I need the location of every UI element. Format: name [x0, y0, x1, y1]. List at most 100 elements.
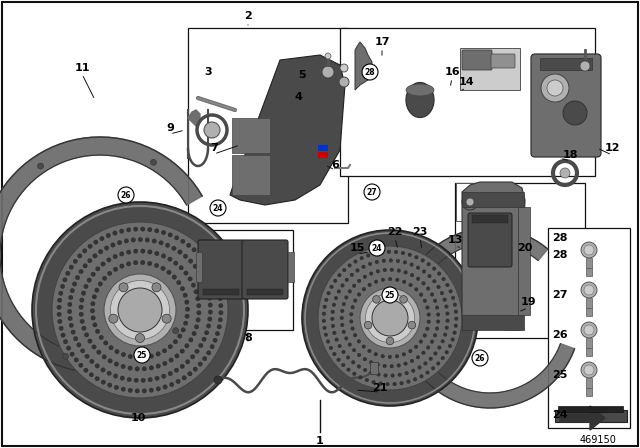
Circle shape: [95, 376, 99, 381]
Circle shape: [406, 380, 410, 383]
Circle shape: [390, 268, 394, 271]
Circle shape: [433, 267, 436, 271]
Circle shape: [207, 317, 212, 321]
Circle shape: [141, 378, 145, 383]
Circle shape: [210, 345, 214, 349]
Text: 28: 28: [365, 68, 375, 77]
Circle shape: [388, 355, 392, 359]
Circle shape: [184, 321, 188, 325]
Text: 28: 28: [552, 250, 568, 260]
Circle shape: [419, 340, 423, 343]
Circle shape: [408, 253, 412, 257]
Circle shape: [403, 280, 406, 284]
Circle shape: [214, 376, 222, 384]
Circle shape: [584, 325, 594, 335]
Circle shape: [342, 330, 346, 334]
Circle shape: [427, 320, 431, 323]
Text: 24: 24: [372, 244, 382, 253]
Circle shape: [204, 122, 220, 138]
Circle shape: [108, 359, 113, 363]
Circle shape: [340, 284, 344, 287]
Circle shape: [149, 354, 154, 358]
Circle shape: [408, 349, 412, 353]
Circle shape: [198, 362, 202, 366]
Circle shape: [373, 252, 377, 255]
FancyBboxPatch shape: [462, 50, 492, 70]
Circle shape: [335, 338, 339, 341]
Circle shape: [344, 336, 348, 340]
Bar: [247, 289, 283, 295]
Circle shape: [191, 283, 196, 287]
Circle shape: [161, 254, 166, 258]
Circle shape: [69, 323, 74, 327]
Bar: [188, 28, 348, 223]
Text: 24: 24: [212, 203, 223, 212]
Circle shape: [383, 364, 387, 368]
Circle shape: [134, 378, 138, 383]
Circle shape: [386, 383, 389, 386]
Circle shape: [127, 228, 131, 232]
Ellipse shape: [406, 84, 434, 96]
Bar: [318, 145, 328, 151]
Circle shape: [402, 353, 406, 356]
Circle shape: [435, 306, 439, 310]
Circle shape: [102, 276, 107, 280]
Circle shape: [180, 349, 184, 353]
Bar: [232, 155, 270, 195]
Circle shape: [547, 80, 563, 96]
Circle shape: [362, 265, 365, 269]
Text: 26: 26: [552, 330, 568, 340]
Circle shape: [99, 335, 104, 340]
Circle shape: [173, 261, 178, 265]
Circle shape: [148, 250, 152, 254]
Circle shape: [113, 231, 117, 235]
Circle shape: [362, 64, 378, 80]
Text: 22: 22: [387, 227, 403, 237]
Circle shape: [168, 257, 172, 261]
Circle shape: [393, 382, 396, 386]
Circle shape: [429, 357, 433, 361]
Circle shape: [324, 333, 328, 336]
Circle shape: [444, 333, 447, 336]
Circle shape: [192, 248, 196, 252]
Bar: [548, 228, 630, 428]
Circle shape: [323, 326, 326, 330]
Circle shape: [119, 283, 128, 292]
Circle shape: [180, 286, 185, 291]
Circle shape: [63, 278, 67, 282]
Circle shape: [416, 355, 420, 359]
Circle shape: [451, 296, 455, 300]
Circle shape: [584, 245, 594, 255]
Circle shape: [131, 238, 136, 242]
Circle shape: [104, 274, 176, 346]
Circle shape: [128, 354, 132, 359]
Circle shape: [186, 307, 189, 311]
Text: 13: 13: [447, 235, 463, 245]
Bar: [340, 28, 595, 176]
Circle shape: [68, 295, 73, 300]
Circle shape: [134, 227, 138, 231]
Circle shape: [142, 366, 147, 371]
Circle shape: [440, 291, 444, 295]
Circle shape: [79, 305, 83, 310]
Circle shape: [109, 345, 113, 350]
Circle shape: [563, 101, 587, 125]
Bar: [586, 298, 592, 316]
Circle shape: [427, 263, 431, 266]
Circle shape: [436, 362, 440, 365]
Circle shape: [181, 327, 186, 332]
Circle shape: [452, 331, 456, 335]
Circle shape: [331, 317, 334, 321]
Circle shape: [79, 312, 83, 316]
Circle shape: [92, 345, 96, 349]
Circle shape: [352, 349, 356, 352]
Circle shape: [124, 239, 129, 243]
Circle shape: [387, 250, 391, 254]
Circle shape: [217, 289, 221, 294]
Circle shape: [584, 365, 594, 375]
Circle shape: [365, 293, 415, 343]
Circle shape: [397, 269, 401, 272]
Circle shape: [430, 293, 434, 296]
Bar: [370, 362, 378, 374]
Circle shape: [466, 198, 474, 206]
